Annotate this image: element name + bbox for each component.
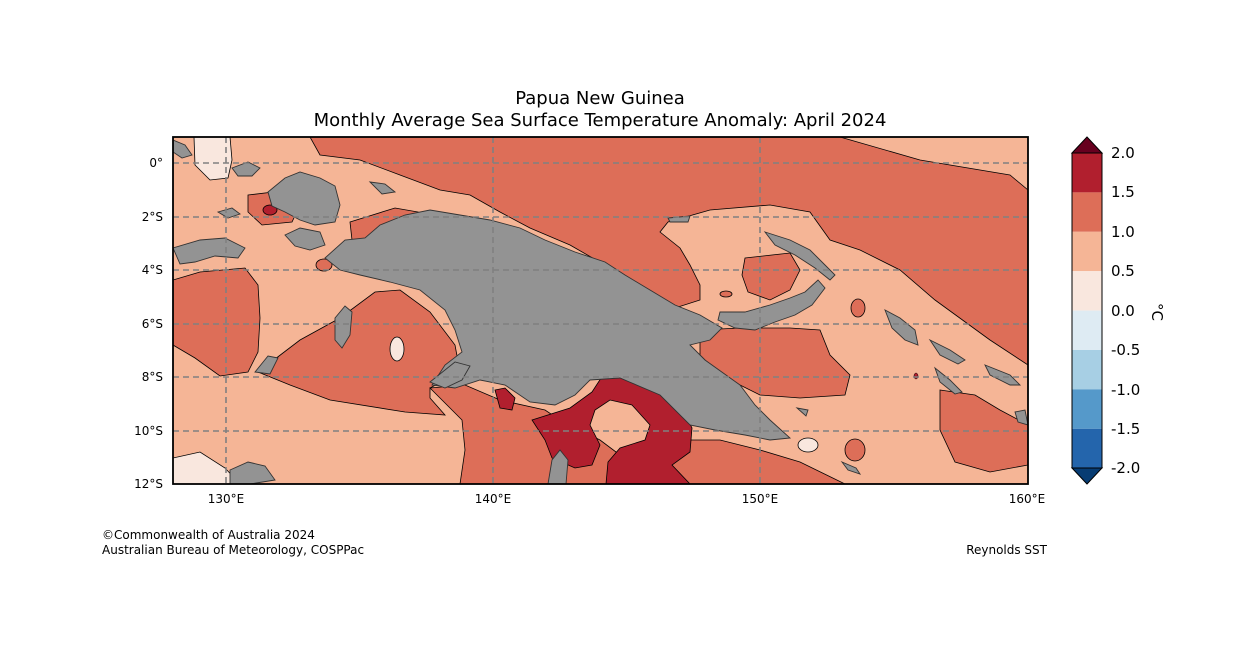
sst-blob-hot-east	[913, 372, 919, 380]
colorbar-tick-label: -1.5	[1111, 420, 1140, 438]
colorbar-swatch	[1072, 153, 1102, 193]
colorbar-tick-label: -0.5	[1111, 341, 1140, 359]
tanimbar-island	[254, 355, 279, 375]
colorbar-frame	[1071, 152, 1103, 469]
yos-sudarso-island	[429, 361, 471, 389]
colorbar-swatch	[1072, 231, 1102, 272]
bougainville-island	[884, 309, 919, 346]
solomon-island-3	[984, 364, 1022, 386]
sst-region-west	[173, 267, 261, 377]
lat-label: 8°S	[142, 370, 163, 384]
halmahera-north	[173, 139, 193, 159]
sst-blob-east-3	[719, 290, 733, 298]
new-britain-island	[717, 279, 826, 331]
new-ireland-island	[763, 231, 836, 281]
colorbar-under-arrow	[1070, 467, 1104, 485]
lon-label: 130°E	[208, 492, 245, 506]
vogelkop-peninsula	[267, 171, 341, 226]
misool-island	[284, 227, 326, 251]
sst-region-torres-hot	[494, 387, 516, 411]
copyright-text: ©Commonwealth of Australia 2024	[102, 528, 315, 542]
lon-label: 140°E	[475, 492, 512, 506]
sst-region-gulf	[429, 384, 846, 484]
colorbar-tick-label: 1.5	[1111, 183, 1135, 201]
colorbar: 2.0 1.5 1.0 0.5 0.0 -0.5 -1.0 -1.5 -2.0 …	[1070, 136, 1166, 485]
lat-label: 0°	[149, 156, 163, 170]
solomon-island-1	[928, 338, 966, 365]
lat-label: 4°S	[142, 263, 163, 277]
sst-region-northwest-cool	[193, 137, 233, 181]
biak-island	[368, 181, 397, 195]
rossel-island	[840, 460, 862, 475]
colorbar-swatch	[1072, 271, 1102, 311]
sst-blob-cool-1	[389, 336, 405, 362]
longitude-labels: 130°E 140°E 150°E 160°E	[208, 492, 1046, 506]
woodlark-island	[795, 407, 809, 417]
colorbar-tick-label: 1.0	[1111, 223, 1135, 241]
sst-blob-east-1	[850, 298, 866, 318]
latitude-labels: 0° 2°S 4°S 6°S 8°S 10°S 12°S	[134, 156, 163, 491]
agency-text: Australian Bureau of Meteorology, COSPPa…	[102, 543, 365, 557]
map-plot-area	[173, 137, 1028, 484]
colorbar-unit-label: °C	[1148, 303, 1166, 321]
solomon-island-2	[934, 366, 963, 395]
footer-credits: ©Commonwealth of Australia 2024 Australi…	[102, 528, 364, 558]
aru-island	[334, 305, 353, 349]
map-subtitle: Monthly Average Sea Surface Temperature …	[313, 110, 887, 131]
land-masses	[173, 139, 1028, 484]
colorbar-swatch	[1072, 350, 1102, 390]
seram-island	[173, 237, 246, 265]
colorbar-swatch	[1072, 310, 1102, 350]
colorbar-over-arrow	[1070, 136, 1104, 154]
lat-label: 12°S	[134, 477, 163, 491]
lon-label: 160°E	[1009, 492, 1046, 506]
colorbar-tick-label: -1.0	[1111, 381, 1140, 399]
buru-island	[216, 207, 241, 219]
sst-region-north-warm	[309, 137, 1028, 366]
lat-label: 6°S	[142, 317, 163, 331]
map-title: Papua New Guinea	[515, 88, 685, 109]
colorbar-swatch	[1072, 192, 1102, 232]
sst-blob-cool-2	[797, 437, 819, 453]
colorbar-tick-label: -2.0	[1111, 459, 1140, 477]
colorbar-tick-label: 2.0	[1111, 144, 1135, 162]
colorbar-tick-label: 0.0	[1111, 302, 1135, 320]
colorbar-tick-label: 0.5	[1111, 262, 1135, 280]
cape-york	[547, 449, 569, 484]
map-gridlines	[173, 137, 1028, 484]
colorbar-swatch	[1072, 389, 1102, 429]
timor-island	[229, 461, 276, 484]
sst-blob-east-2	[844, 438, 866, 462]
lon-label: 150°E	[742, 492, 779, 506]
data-source-text: Reynolds SST	[966, 543, 1047, 557]
lat-label: 2°S	[142, 210, 163, 224]
solomon-island-4	[1014, 409, 1028, 426]
map-frame	[172, 136, 1029, 485]
sst-blob-hot-west	[262, 204, 278, 216]
lat-label: 10°S	[134, 424, 163, 438]
sst-region-new-ireland	[741, 252, 801, 301]
colorbar-swatch	[1072, 428, 1102, 468]
sst-blob-west-1	[315, 258, 333, 272]
